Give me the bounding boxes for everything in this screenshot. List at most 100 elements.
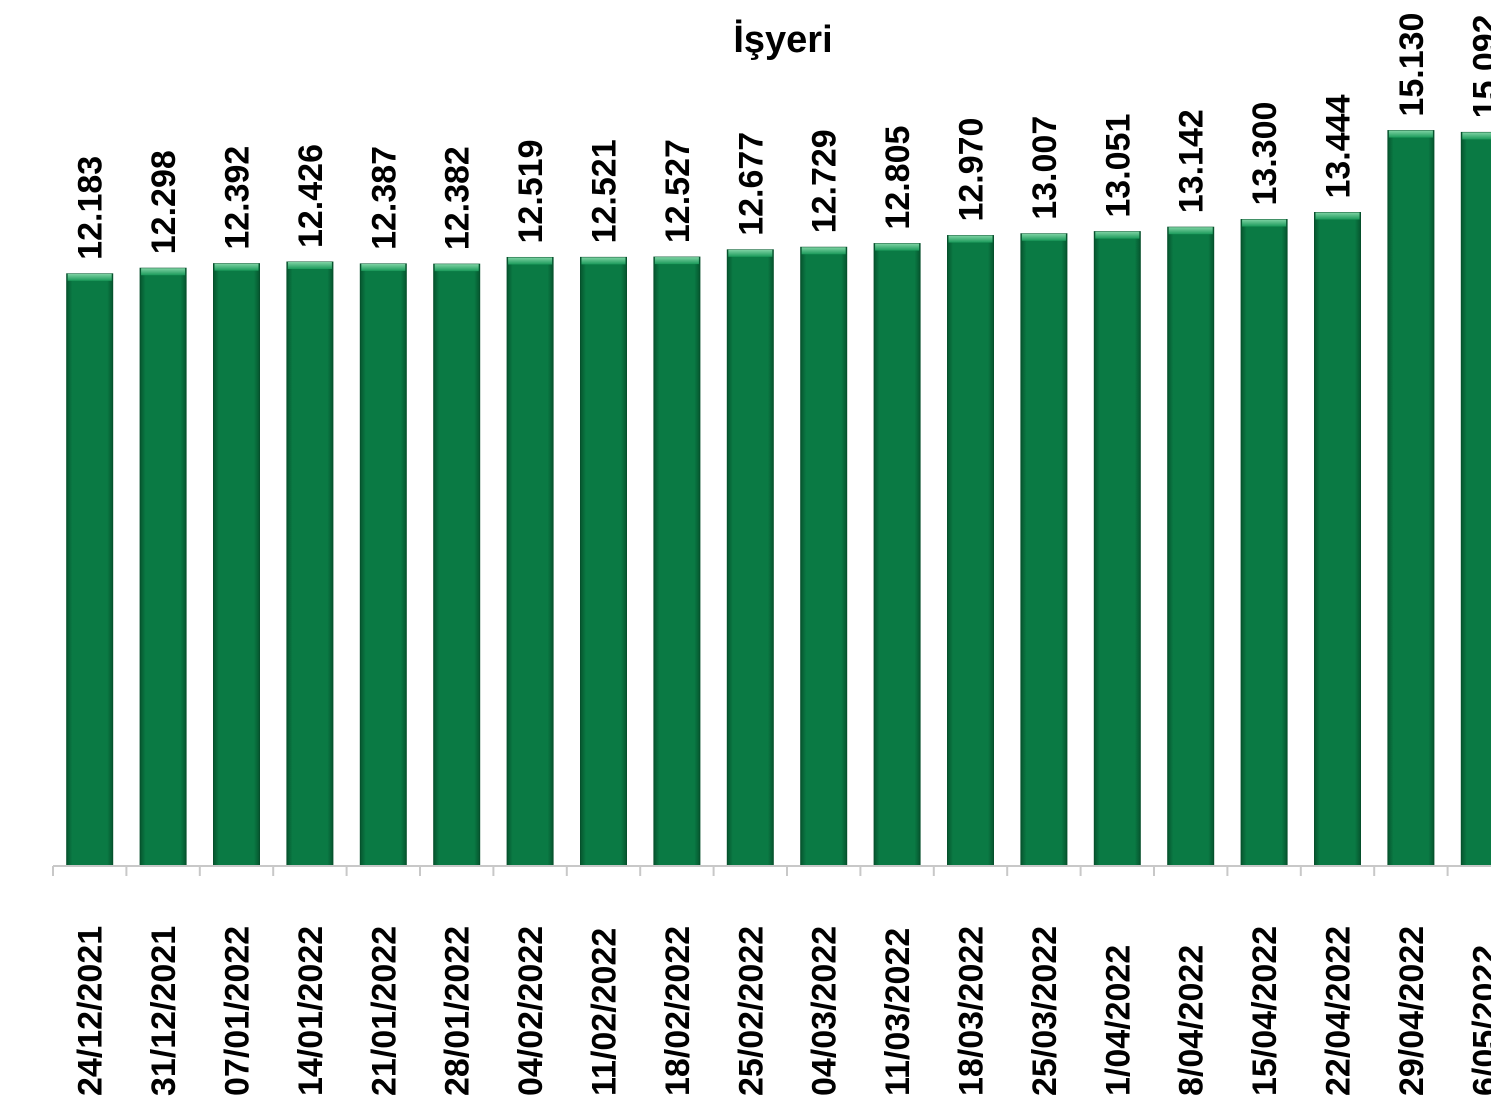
x-tick-label: 07/01/2022 [219,926,257,1096]
bar [213,263,260,867]
x-tick-label: 31/12/2021 [145,926,183,1096]
data-label: 15.130 [1393,13,1431,117]
bar [1240,219,1288,867]
bar-group: 12.521 [580,139,627,867]
chart-title: İşyeri [733,19,832,61]
x-tick-label: 22/04/2022 [1320,926,1358,1096]
x-tick-label: 1/04/2022 [1099,945,1137,1096]
x-tick-label: 6/05/2022 [1466,945,1491,1096]
bar [66,273,114,867]
data-label: 13.444 [1320,94,1358,198]
data-label: 15.092 [1466,14,1491,118]
bar [726,249,774,867]
bar [1020,233,1068,867]
data-label: 12.298 [145,150,183,254]
x-tick-label: 11/02/2022 [586,928,624,1096]
x-tick-label: 29/04/2022 [1393,926,1431,1096]
data-label: 12.805 [879,126,917,230]
bar-top-highlight [1168,227,1213,235]
x-tick-label: 8/04/2022 [1173,945,1211,1096]
bar-top-highlight [1242,219,1287,227]
x-tick-label: 11/03/2022 [879,928,917,1096]
bar-group: 12.426 [286,144,334,867]
x-tick-label: 14/01/2022 [292,926,330,1096]
bar-top-highlight [434,264,479,272]
data-label: 13.300 [1246,102,1284,206]
bar-top-highlight [1388,130,1433,138]
data-label: 13.051 [1099,114,1137,218]
bar [873,243,921,867]
bar-top-highlight [654,257,699,265]
bar [947,235,994,867]
x-tick-label: 25/03/2022 [1026,926,1064,1096]
bar-top-highlight [1462,132,1491,140]
x-tick-label: 24/12/2021 [72,926,110,1096]
bar-top-highlight [508,257,553,265]
bar-top-highlight [1315,212,1360,220]
data-label: 12.527 [659,139,697,243]
data-label: 12.677 [732,132,770,236]
bar-top-highlight [728,249,773,257]
bar-group: 12.382 [433,146,481,867]
bar [800,246,848,867]
data-label: 13.007 [1026,116,1064,220]
bar [359,263,407,867]
x-tick-label: 04/02/2022 [512,926,550,1096]
bar-group: 12.183 [66,156,114,867]
x-axis: 24/12/2021 31/12/2021 07/01/2022 14/01/2022… [52,865,1491,1096]
bar-top-highlight [287,262,332,270]
bar-top-highlight [141,268,186,276]
x-tick-label: 28/01/2022 [439,926,477,1096]
data-label: 12.426 [292,144,330,248]
bars: 12.183 12.298 12.392 12.426 12.387 12.382 12.5… [66,13,1491,867]
bar-group: 13.300 [1240,102,1288,867]
bar-group: 12.729 [800,129,848,867]
bar-group: 15.130 [1387,13,1435,867]
bar-group: 13.051 [1093,114,1141,867]
bar-group: 13.142 [1167,109,1215,867]
bar-top-highlight [801,247,846,255]
data-label: 12.519 [512,139,550,243]
bar-group: 12.392 [213,146,260,867]
data-label: 12.970 [953,118,991,222]
bar [580,256,627,867]
bar-group: 12.805 [873,126,921,867]
data-label: 12.392 [219,146,257,250]
bar [1314,212,1361,867]
bar-top-highlight [1095,231,1140,239]
x-tick-label: 18/03/2022 [953,926,991,1096]
bar-top-highlight [581,257,626,265]
bar [506,256,554,867]
bar [286,261,334,867]
bar [139,267,187,867]
bar-top-highlight [1021,233,1066,241]
bar [653,256,701,867]
bar [1167,226,1215,867]
x-tick-label: 04/03/2022 [806,926,844,1096]
data-label: 13.142 [1173,109,1211,213]
bar [433,263,481,867]
bar-group: 12.677 [726,132,774,867]
bar-top-highlight [214,263,259,271]
bar-group: 12.519 [506,139,554,867]
bar-top-highlight [948,235,993,243]
bar-group: 13.444 [1314,94,1361,867]
bar-top-highlight [875,243,920,251]
x-tick-label: 18/02/2022 [659,926,697,1096]
bar [1387,130,1435,867]
bar-top-highlight [67,273,112,281]
bar-group: 12.387 [359,146,407,867]
bar-top-highlight [361,263,406,271]
bar [1093,231,1141,867]
data-label: 12.183 [72,156,110,260]
bar-group: 12.527 [653,139,701,867]
x-tick-label: 25/02/2022 [732,926,770,1096]
data-label: 12.387 [365,146,403,250]
data-label: 12.729 [806,129,844,233]
bar-group: 15.092 [1460,14,1491,867]
bar-group: 12.298 [139,150,187,867]
bar-group: 12.970 [947,118,994,867]
data-label: 12.382 [439,146,477,250]
